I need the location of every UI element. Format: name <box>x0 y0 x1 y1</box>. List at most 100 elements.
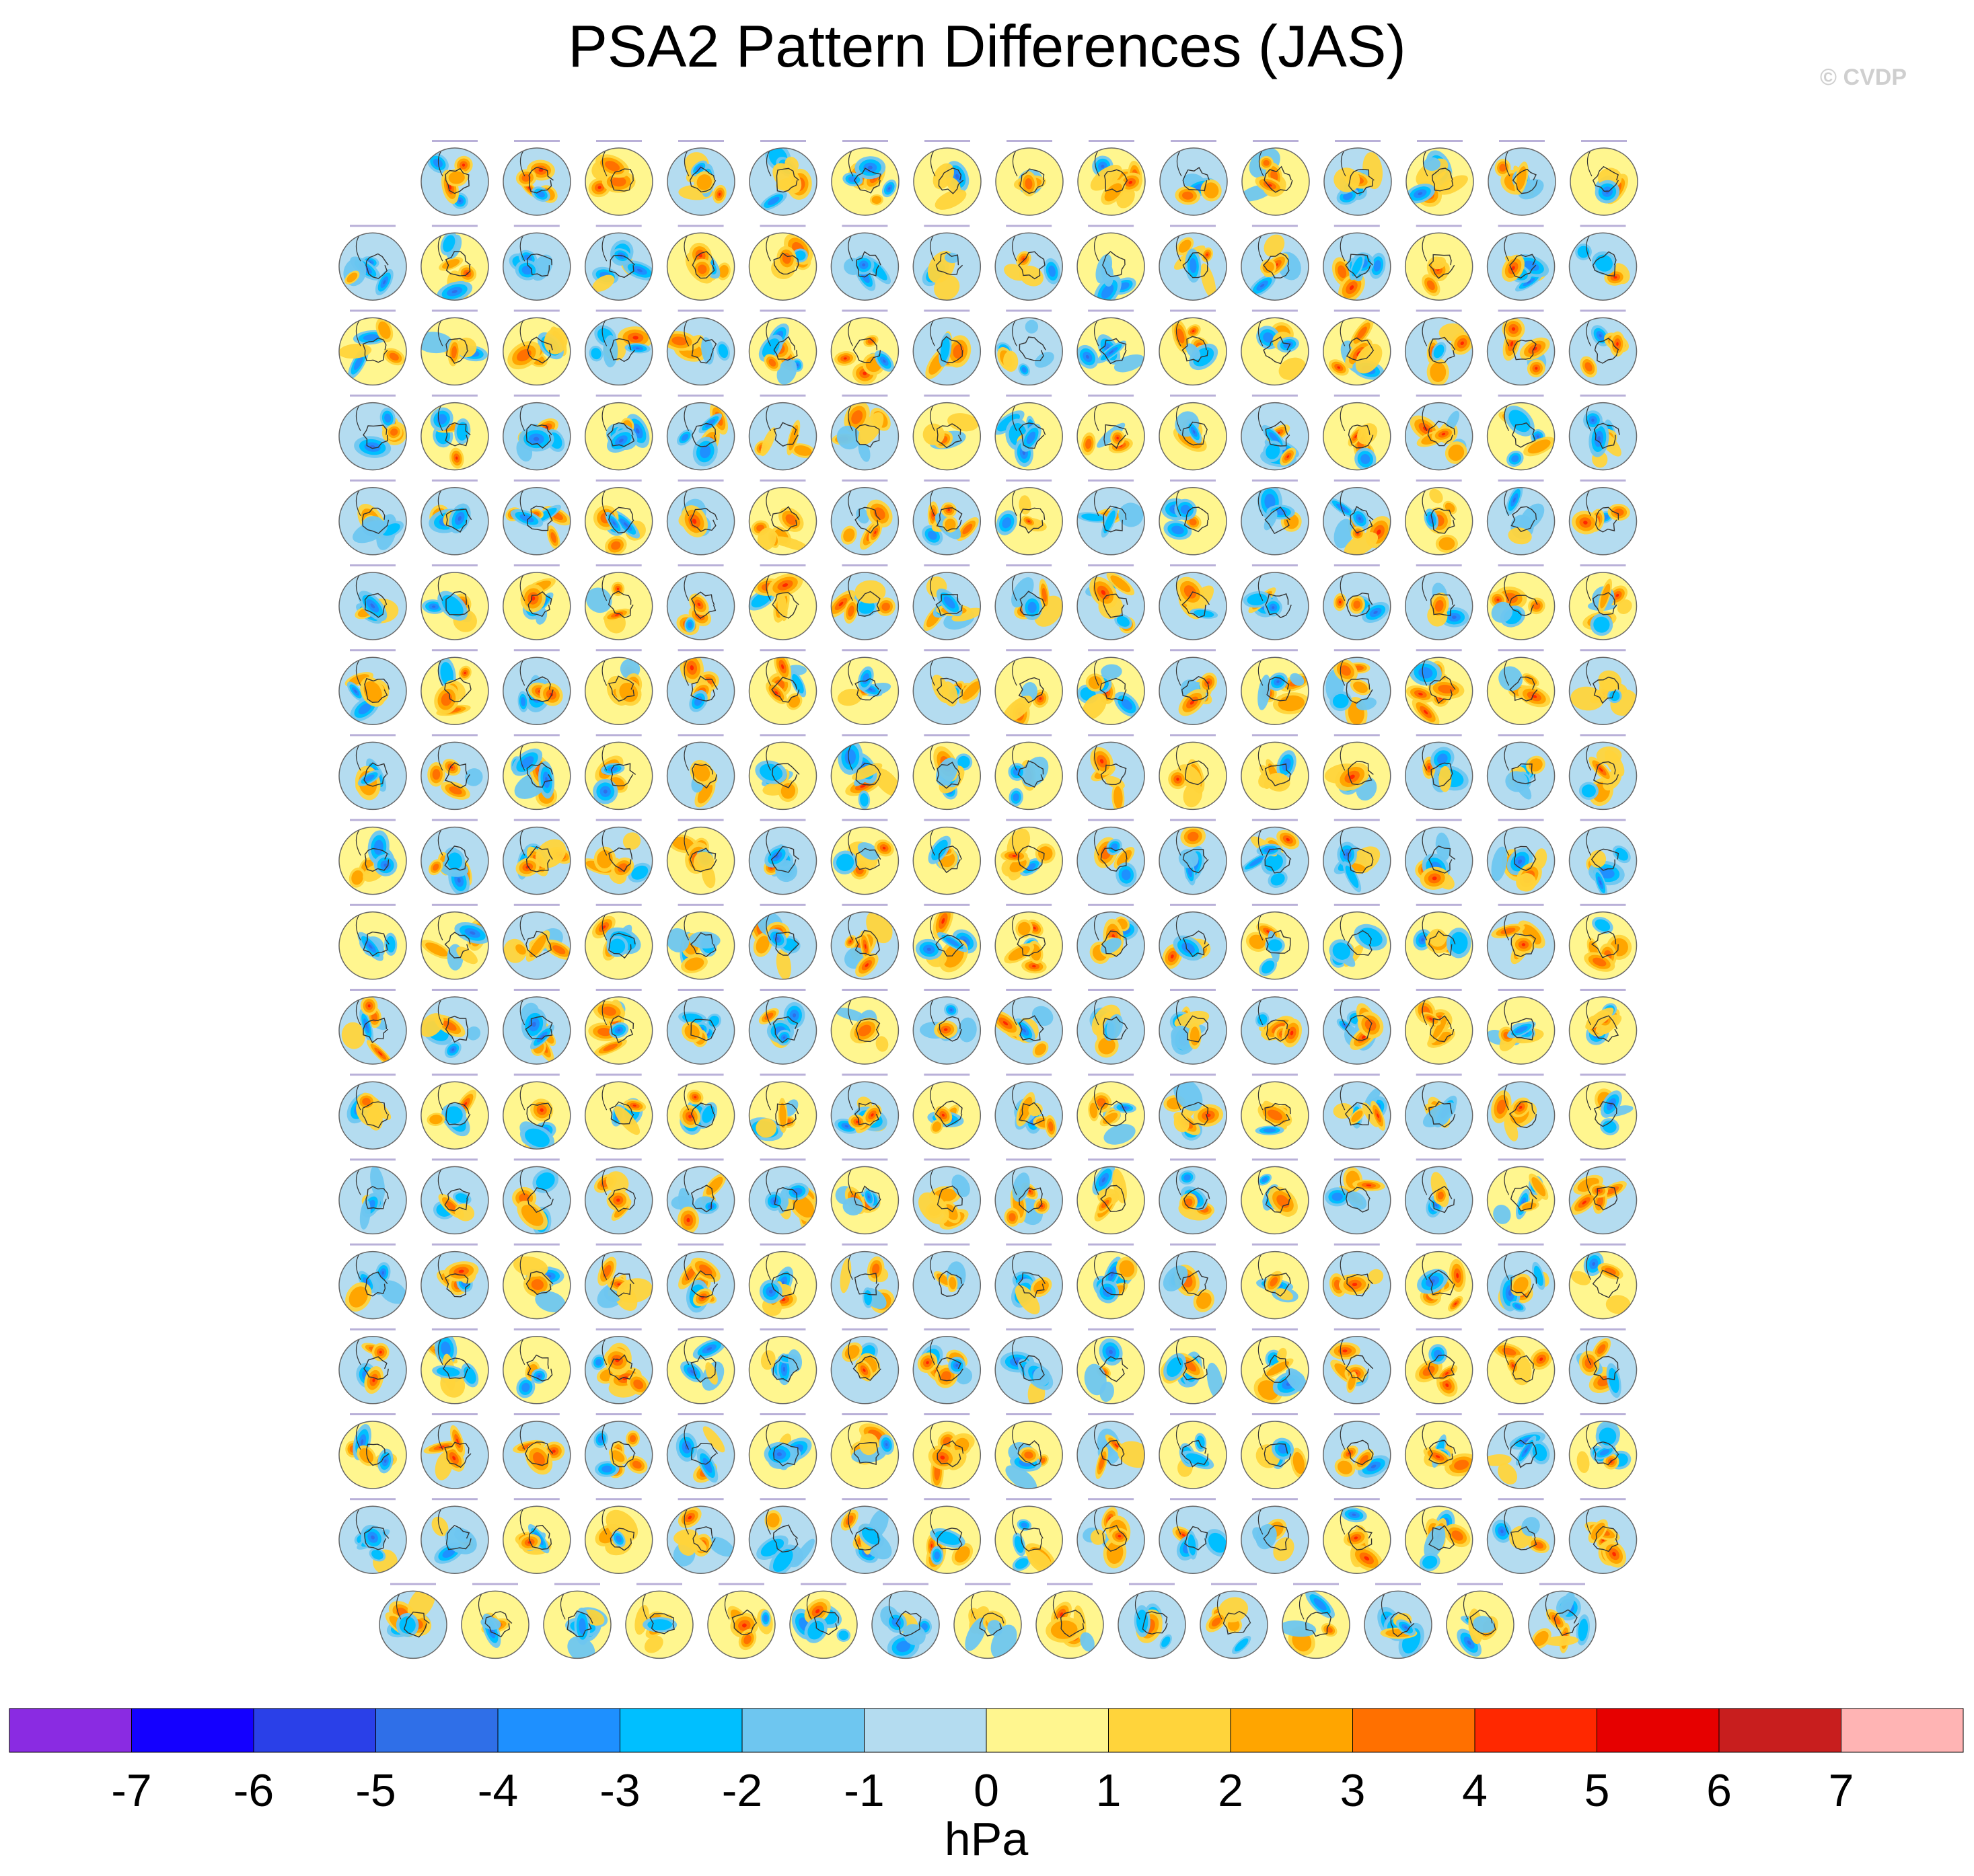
map-panel <box>1486 309 1556 386</box>
anomaly-contour <box>1262 261 1274 273</box>
anomaly-contour <box>705 418 716 428</box>
coastline <box>1182 252 1208 278</box>
panel-caption <box>1333 989 1380 991</box>
map-panel <box>1568 479 1638 556</box>
map-panel <box>1241 309 1309 386</box>
anomaly-contour <box>1338 265 1347 278</box>
panel-caption <box>678 479 724 482</box>
anomaly-contour <box>1511 266 1515 270</box>
anomaly-contour <box>757 527 776 550</box>
map-panel <box>1323 394 1391 471</box>
panel-caption <box>431 819 478 821</box>
coastline <box>1340 235 1346 262</box>
anomaly-contour <box>1423 157 1441 171</box>
panel-caption <box>1580 1074 1626 1076</box>
map-panel <box>1076 309 1145 386</box>
map-panel <box>584 649 653 725</box>
panel-caption <box>842 819 888 821</box>
anomaly-contour <box>940 337 950 363</box>
coastline <box>365 253 389 279</box>
map-panel <box>1486 989 1556 1065</box>
anomaly-contour <box>544 328 568 354</box>
panel-caption <box>513 1158 560 1161</box>
anomaly-contour <box>1200 263 1216 299</box>
panel-outline <box>913 147 982 216</box>
map-panel <box>1568 394 1638 471</box>
panel-caption <box>595 819 642 821</box>
panel-caption <box>760 1158 806 1161</box>
map-panel <box>1077 140 1146 216</box>
map-panel <box>1076 819 1145 895</box>
coastline <box>437 235 443 262</box>
coastline <box>437 490 443 517</box>
panel-caption <box>431 564 478 566</box>
map-panel <box>994 564 1063 640</box>
coastline <box>1422 320 1428 346</box>
map-panel <box>994 1158 1063 1235</box>
panel-caption <box>924 564 970 566</box>
panel-caption <box>1089 140 1134 142</box>
anomaly-contour <box>1535 367 1538 370</box>
panel-outline <box>830 402 900 471</box>
anomaly-contour <box>1342 192 1353 200</box>
anomaly-contour <box>1432 256 1447 270</box>
panel-caption <box>1416 1328 1462 1330</box>
anomaly-contour <box>700 445 711 459</box>
anomaly-contour <box>612 521 616 525</box>
coastline <box>1586 320 1592 346</box>
map-panel <box>748 479 817 556</box>
coastline <box>855 424 880 448</box>
map-panel <box>1486 649 1556 725</box>
map-panel <box>338 309 407 386</box>
anomaly-contour <box>760 427 776 457</box>
map-panel <box>584 564 653 640</box>
map-panel <box>1159 819 1227 895</box>
map-panel <box>584 903 653 980</box>
anomaly-contour <box>696 174 712 190</box>
coastline <box>519 235 525 262</box>
map-panel <box>830 734 900 811</box>
map-panel <box>584 1158 653 1235</box>
coastline <box>930 490 935 517</box>
panel-caption <box>513 989 560 991</box>
panel-caption <box>1416 479 1462 482</box>
anomaly-contour <box>384 413 392 423</box>
map-panel <box>1486 1074 1556 1150</box>
panel-caption <box>431 989 478 991</box>
map-panel <box>1323 903 1391 980</box>
panel-caption <box>1170 1243 1216 1246</box>
panel-caption <box>595 479 642 482</box>
panel-caption <box>1088 1328 1134 1330</box>
anomaly-contour <box>1537 435 1539 438</box>
map-panel <box>503 140 571 216</box>
anomaly-contour <box>462 163 466 167</box>
coastline <box>1094 235 1099 262</box>
panel-caption <box>760 819 806 821</box>
map-panel <box>1486 819 1556 895</box>
panel-caption <box>350 734 396 737</box>
map-panel <box>994 903 1063 980</box>
anomaly-contour <box>882 359 886 363</box>
panel-caption <box>431 1158 478 1161</box>
panel-caption <box>924 1074 970 1076</box>
map-panel <box>1323 819 1391 895</box>
panel-outline <box>830 487 900 556</box>
anomaly-contour <box>836 425 861 450</box>
coastline <box>1586 405 1592 431</box>
map-panel <box>1323 1328 1391 1404</box>
panel-caption <box>595 1328 642 1330</box>
map-panel <box>1404 225 1473 301</box>
panel-caption <box>1580 479 1626 482</box>
panel-caption <box>678 903 724 906</box>
anomaly-contour <box>1584 362 1593 372</box>
coastline <box>1340 150 1346 177</box>
anomaly-contour <box>1597 436 1601 442</box>
panel-caption <box>1088 649 1134 652</box>
coastline <box>773 336 798 361</box>
coastline <box>684 150 690 177</box>
coastline <box>1348 424 1374 449</box>
panel-caption <box>760 479 806 482</box>
coastline <box>526 253 552 277</box>
panel-caption <box>924 140 970 142</box>
panel-caption <box>1333 903 1380 906</box>
